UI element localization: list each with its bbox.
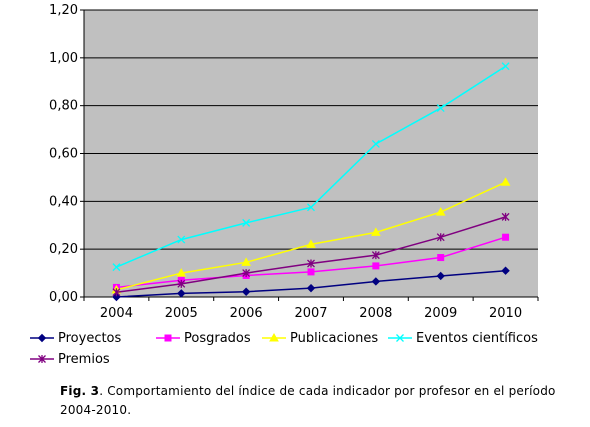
legend-marker [164, 334, 172, 342]
data-point [501, 266, 510, 275]
x-tick-label: 2006 [230, 306, 263, 321]
data-point [177, 279, 186, 288]
data-point [371, 277, 381, 286]
data-point [307, 203, 315, 212]
data-point [371, 139, 380, 148]
x-tick-label: 2007 [294, 306, 327, 321]
legend-label: Premios [58, 352, 110, 367]
x-tick-label: 2009 [424, 306, 457, 321]
legend-label: Publicaciones [290, 331, 378, 346]
data-point [501, 212, 510, 221]
data-point [306, 239, 316, 248]
legend-label: Proyectos [58, 331, 122, 346]
data-point [370, 227, 381, 236]
series-premios [112, 212, 510, 297]
data-point [435, 207, 446, 216]
x-tick-label: 2004 [100, 306, 133, 321]
x-tick-label: 2008 [359, 306, 392, 321]
y-tick-label: 1,20 [49, 3, 78, 18]
series-proyectos [112, 266, 510, 302]
y-tick-label: 0,00 [49, 290, 78, 305]
figure-caption: Fig. 3. Comportamiento del índice de cad… [60, 382, 580, 420]
legend-item: Premios [30, 352, 110, 367]
data-point [242, 218, 251, 227]
legend-marker [38, 355, 46, 363]
figure-number: Fig. 3 [60, 384, 100, 398]
data-point [500, 177, 511, 186]
data-point [307, 259, 315, 268]
legend-item: Eventos científicos [388, 331, 538, 346]
data-point [177, 235, 186, 244]
legend-marker [269, 332, 279, 342]
data-point [436, 233, 445, 242]
x-tick-label: 2005 [165, 306, 198, 321]
caption-text: . Comportamiento del índice de cada indi… [60, 384, 556, 417]
axes: 0,00 0,20 0,40 0,60 0,80 1,00 1,20 2004 2005 2006… [49, 3, 539, 321]
y-tick-label: 0,60 [49, 147, 78, 162]
data-point [112, 292, 121, 302]
legend-item: Posgrados [156, 331, 251, 346]
data-point [437, 254, 445, 262]
data-point [502, 233, 510, 241]
data-point [306, 283, 316, 293]
data-point [176, 268, 187, 277]
legend-marker [396, 334, 404, 342]
y-tick-label: 0,80 [49, 99, 78, 114]
legend-label: Eventos científicos [416, 331, 538, 346]
data-point [371, 251, 380, 260]
data-point [242, 269, 251, 278]
series-eventos-científicos [112, 62, 510, 272]
data-point [112, 263, 121, 272]
legend: Proyectos Posgrados Publicaciones Eventos c… [30, 331, 538, 367]
data-point [372, 262, 380, 270]
data-point [501, 62, 510, 71]
legend-item: Proyectos [30, 331, 122, 346]
x-tick-label: 2010 [489, 306, 522, 321]
data-point [436, 271, 445, 281]
data-point [112, 288, 121, 297]
y-tick-label: 0,40 [49, 194, 78, 209]
data-point [436, 104, 445, 113]
data-point [307, 268, 315, 276]
y-tick-label: 1,00 [49, 51, 78, 66]
legend-marker [37, 333, 47, 343]
data-point [177, 289, 186, 298]
data-point [241, 257, 252, 266]
legend-label: Posgrados [184, 331, 251, 346]
series-lines [111, 62, 511, 302]
legend-item: Publicaciones [262, 331, 378, 346]
data-point [241, 287, 251, 296]
line-chart: 0,00 0,20 0,40 0,60 0,80 1,00 1,20 2004 2005 2006… [30, 3, 539, 367]
y-tick-label: 0,20 [49, 242, 78, 257]
